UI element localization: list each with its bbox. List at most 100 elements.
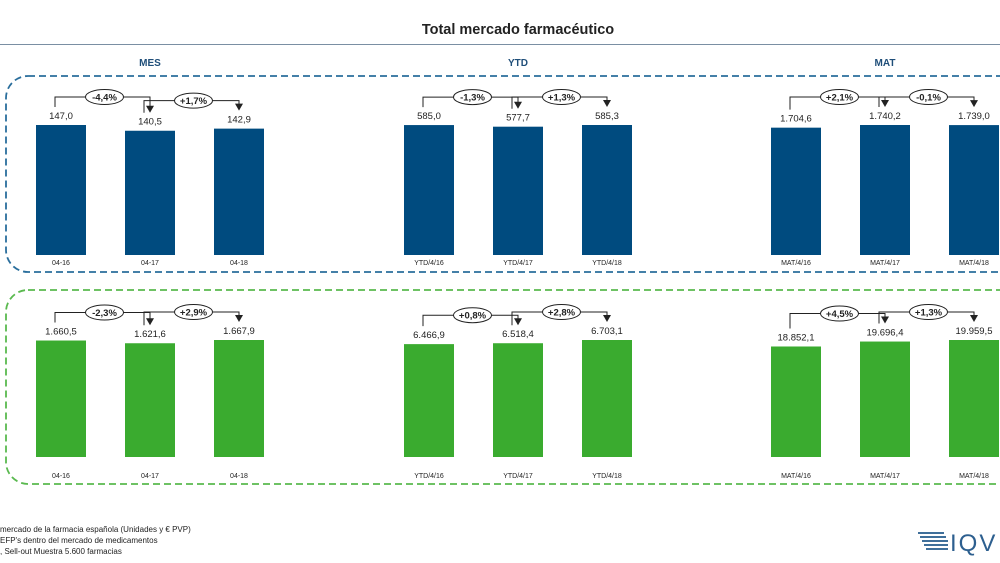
change-badge <box>542 304 581 320</box>
bar-value-mat-2 <box>949 340 999 457</box>
data-label: 142,9 <box>227 115 251 126</box>
tick-label: 04-16 <box>52 260 70 267</box>
data-label: 19.959,5 <box>956 326 993 337</box>
arrow-head-icon <box>881 100 889 107</box>
data-label: 1.660,5 <box>45 327 77 338</box>
change-badge <box>85 304 124 321</box>
tick-label: MAT/4/18 <box>959 473 989 480</box>
company-logo: IQV <box>918 526 1000 557</box>
footnotes: mercado de la farmacia española (Unidade… <box>0 524 191 557</box>
bar-value-mat-0 <box>771 346 821 457</box>
bar-units-mat-2 <box>949 125 999 255</box>
page-title: Total mercado farmacéutico <box>421 22 615 38</box>
panel-frame-value <box>5 289 1000 485</box>
tick-label: YTD/4/16 <box>414 260 444 267</box>
tick-label: MAT/4/16 <box>781 260 811 267</box>
change-label: +4,5% <box>826 309 854 320</box>
bar-value-mat-1 <box>860 341 910 457</box>
tick-label: MAT/4/17 <box>870 260 900 267</box>
change-label: -2,3% <box>92 308 117 319</box>
tick-label: 04-17 <box>141 260 159 267</box>
change-label: +2,8% <box>548 308 576 319</box>
change-badge <box>453 307 492 324</box>
tick-label: YTD/4/16 <box>414 473 444 480</box>
tick-label: 04-17 <box>141 473 159 480</box>
change-label: +2,1% <box>826 93 854 104</box>
arrow-head-icon <box>235 315 243 322</box>
footnote-line: mercado de la farmacia española (Unidade… <box>0 525 191 534</box>
data-label: 577,7 <box>506 113 530 124</box>
data-label: 19.696,4 <box>867 328 904 339</box>
bar-value-ytd-2 <box>582 340 632 457</box>
bar-value-mes-1 <box>125 343 175 457</box>
column-header-mes: MES <box>139 58 161 69</box>
arrow-head-icon <box>146 105 154 113</box>
tick-label: 04-16 <box>52 473 70 480</box>
change-label: +2,9% <box>180 308 208 319</box>
footnote-line: , Sell-out Muestra 5.600 farmacias <box>0 547 122 556</box>
arrow-head-icon <box>235 103 243 111</box>
tick-label: YTD/4/17 <box>503 260 533 267</box>
change-badge <box>174 92 213 109</box>
bar-units-mes-0 <box>36 125 86 255</box>
change-badge <box>174 304 213 320</box>
change-label: +0,8% <box>459 311 487 322</box>
column-header-ytd: YTD <box>508 58 528 69</box>
panel-frame-units <box>5 75 1000 273</box>
change-badge <box>542 89 581 105</box>
bar-units-mat-0 <box>771 127 821 255</box>
data-label: 18.852,1 <box>778 332 815 343</box>
data-label: 6.466,9 <box>413 330 445 341</box>
change-badge <box>453 89 492 106</box>
data-label: 6.703,1 <box>591 326 623 337</box>
arrow-head-icon <box>970 100 978 108</box>
data-label: 140,5 <box>138 117 162 128</box>
title-divider <box>0 44 1000 45</box>
change-label: -4,4% <box>92 93 117 104</box>
change-label: -0,1% <box>916 93 941 104</box>
data-label: 6.518,4 <box>502 329 534 340</box>
tick-label: MAT/4/16 <box>781 473 811 480</box>
data-label: 1.621,6 <box>134 329 166 340</box>
bar-units-mes-2 <box>214 128 264 255</box>
bar-value-mes-0 <box>36 340 86 457</box>
data-label: 1.704,6 <box>780 114 812 125</box>
change-badge <box>820 305 859 322</box>
bar-value-mes-2 <box>214 340 264 457</box>
data-label: 1.740,2 <box>869 111 901 122</box>
bar-units-ytd-0 <box>404 125 454 255</box>
footnote-line: EFP's dentro del mercado de medicamentos <box>0 536 158 545</box>
data-label: 1.667,9 <box>223 326 255 337</box>
bar-units-ytd-2 <box>582 125 632 255</box>
data-label: 585,0 <box>417 111 441 122</box>
tick-label: YTD/4/18 <box>592 473 622 480</box>
change-badge <box>85 89 124 105</box>
bar-units-mat-1 <box>860 125 910 255</box>
change-badge <box>909 304 948 320</box>
change-label: +1,7% <box>180 96 208 107</box>
data-label: 585,3 <box>595 111 619 122</box>
arrow-head-icon <box>970 315 978 322</box>
arrow-head-icon <box>603 315 611 322</box>
arrow-head-icon <box>514 318 522 326</box>
tick-label: 04-18 <box>230 473 248 480</box>
tick-label: MAT/4/18 <box>959 260 989 267</box>
data-label: 147,0 <box>49 111 73 122</box>
change-badge <box>909 89 948 105</box>
change-label: -1,3% <box>460 93 485 104</box>
bar-units-ytd-1 <box>493 126 543 256</box>
logo-text: IQV <box>950 530 997 556</box>
arrow-head-icon <box>881 316 889 324</box>
change-label: +1,3% <box>915 308 943 319</box>
column-header-mat: MAT <box>875 58 896 69</box>
tick-label: 04-18 <box>230 260 248 267</box>
data-label: 1.739,0 <box>958 111 990 122</box>
tick-label: MAT/4/17 <box>870 473 900 480</box>
tick-label: YTD/4/18 <box>592 260 622 267</box>
logo-stripes-icon <box>918 532 948 550</box>
arrow-head-icon <box>146 318 154 326</box>
bar-value-ytd-1 <box>493 343 543 457</box>
arrow-head-icon <box>514 101 522 109</box>
bar-units-mes-1 <box>125 130 175 255</box>
